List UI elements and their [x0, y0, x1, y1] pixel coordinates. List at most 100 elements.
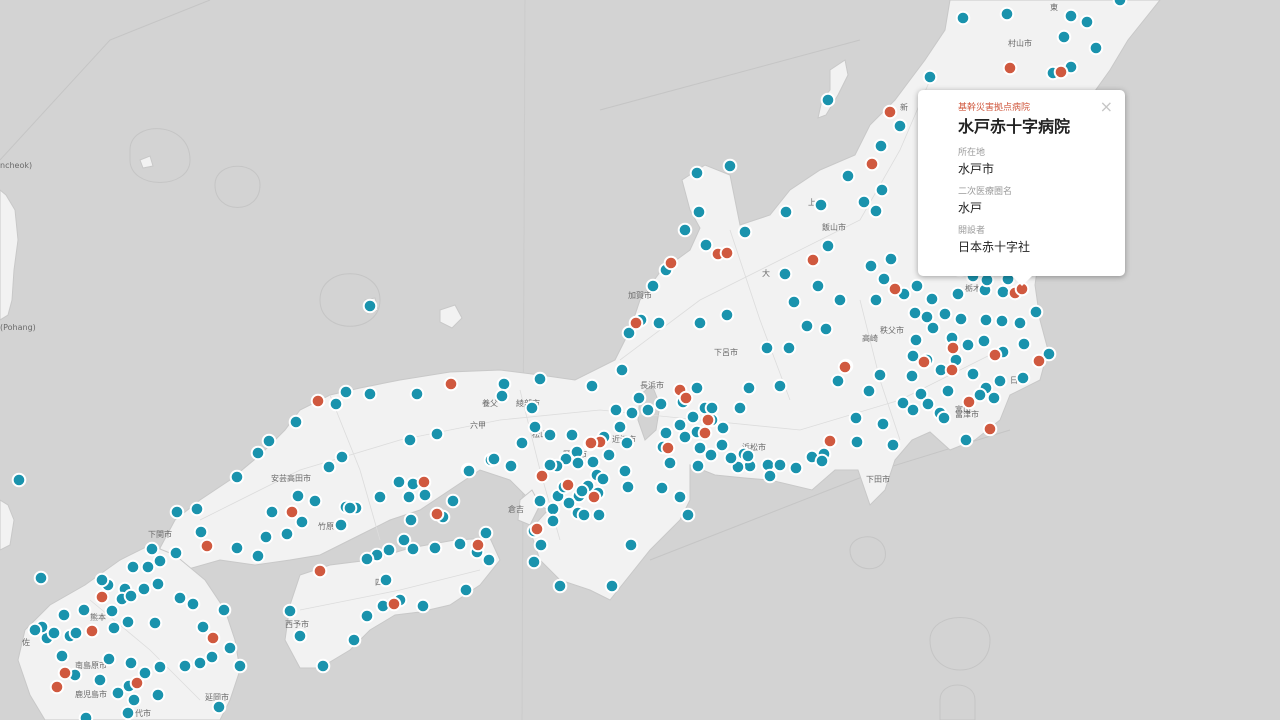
- regional-hospital-marker[interactable]: [342, 500, 358, 516]
- regional-hospital-marker[interactable]: [496, 376, 512, 392]
- base-disaster-hospital-marker[interactable]: [49, 679, 65, 695]
- regional-hospital-marker[interactable]: [1088, 40, 1104, 56]
- regional-hospital-marker[interactable]: [908, 332, 924, 348]
- regional-hospital-marker[interactable]: [570, 455, 586, 471]
- regional-hospital-marker[interactable]: [654, 480, 670, 496]
- regional-hospital-marker[interactable]: [168, 545, 184, 561]
- base-disaster-hospital-marker[interactable]: [57, 665, 73, 681]
- regional-hospital-marker[interactable]: [150, 687, 166, 703]
- regional-hospital-marker[interactable]: [691, 204, 707, 220]
- regional-hospital-marker[interactable]: [885, 437, 901, 453]
- regional-hospital-marker[interactable]: [612, 419, 628, 435]
- regional-hospital-marker[interactable]: [152, 659, 168, 675]
- regional-hospital-marker[interactable]: [658, 425, 674, 441]
- regional-hospital-marker[interactable]: [461, 463, 477, 479]
- base-disaster-hospital-marker[interactable]: [805, 252, 821, 268]
- regional-hospital-marker[interactable]: [290, 488, 306, 504]
- regional-hospital-marker[interactable]: [651, 315, 667, 331]
- regional-hospital-marker[interactable]: [601, 447, 617, 463]
- regional-hospital-marker[interactable]: [624, 405, 640, 421]
- regional-hospital-marker[interactable]: [362, 298, 378, 314]
- regional-hospital-marker[interactable]: [204, 649, 220, 665]
- regional-hospital-marker[interactable]: [338, 384, 354, 400]
- regional-hospital-marker[interactable]: [250, 548, 266, 564]
- regional-hospital-marker[interactable]: [458, 582, 474, 598]
- regional-hospital-marker[interactable]: [715, 420, 731, 436]
- regional-hospital-marker[interactable]: [848, 410, 864, 426]
- regional-hospital-marker[interactable]: [872, 367, 888, 383]
- regional-hospital-marker[interactable]: [481, 552, 497, 568]
- regional-hospital-marker[interactable]: [542, 427, 558, 443]
- regional-hospital-marker[interactable]: [362, 386, 378, 402]
- regional-hospital-marker[interactable]: [1056, 29, 1072, 45]
- regional-hospital-marker[interactable]: [147, 615, 163, 631]
- regional-hospital-marker[interactable]: [321, 459, 337, 475]
- regional-hospital-marker[interactable]: [873, 138, 889, 154]
- base-disaster-hospital-marker[interactable]: [443, 376, 459, 392]
- regional-hospital-marker[interactable]: [576, 507, 592, 523]
- regional-hospital-marker[interactable]: [759, 340, 775, 356]
- regional-hospital-marker[interactable]: [391, 474, 407, 490]
- regional-hospital-marker[interactable]: [692, 440, 708, 456]
- regional-hospital-marker[interactable]: [861, 383, 877, 399]
- regional-hospital-marker[interactable]: [868, 203, 884, 219]
- base-disaster-hospital-marker[interactable]: [700, 412, 716, 428]
- base-disaster-hospital-marker[interactable]: [529, 521, 545, 537]
- regional-hospital-marker[interactable]: [976, 333, 992, 349]
- regional-hospital-marker[interactable]: [614, 362, 630, 378]
- regional-hospital-marker[interactable]: [54, 648, 70, 664]
- regional-hospital-marker[interactable]: [172, 590, 188, 606]
- regional-hospital-marker[interactable]: [195, 619, 211, 635]
- regional-hospital-marker[interactable]: [995, 284, 1011, 300]
- regional-hospital-marker[interactable]: [689, 165, 705, 181]
- regional-hospital-marker[interactable]: [169, 504, 185, 520]
- regional-hospital-marker[interactable]: [950, 286, 966, 302]
- regional-hospital-marker[interactable]: [486, 451, 502, 467]
- regional-hospital-marker[interactable]: [229, 469, 245, 485]
- regional-hospital-marker[interactable]: [279, 526, 295, 542]
- regional-hospital-marker[interactable]: [409, 386, 425, 402]
- regional-hospital-marker[interactable]: [958, 432, 974, 448]
- regional-hospital-marker[interactable]: [307, 493, 323, 509]
- regional-hospital-marker[interactable]: [937, 306, 953, 322]
- regional-hospital-marker[interactable]: [680, 507, 696, 523]
- regional-hospital-marker[interactable]: [818, 321, 834, 337]
- regional-hospital-marker[interactable]: [359, 551, 375, 567]
- regional-hospital-marker[interactable]: [604, 578, 620, 594]
- regional-hospital-marker[interactable]: [965, 366, 981, 382]
- regional-hospital-marker[interactable]: [584, 378, 600, 394]
- regional-hospital-marker[interactable]: [1079, 14, 1095, 30]
- regional-hospital-marker[interactable]: [595, 471, 611, 487]
- regional-hospital-marker[interactable]: [76, 602, 92, 618]
- regional-hospital-marker[interactable]: [417, 487, 433, 503]
- regional-hospital-marker[interactable]: [126, 692, 142, 708]
- regional-hospital-marker[interactable]: [905, 348, 921, 364]
- regional-hospital-marker[interactable]: [545, 501, 561, 517]
- regional-hospital-marker[interactable]: [856, 194, 872, 210]
- regional-hospital-marker[interactable]: [617, 463, 633, 479]
- base-disaster-hospital-marker[interactable]: [94, 589, 110, 605]
- regional-hospital-marker[interactable]: [677, 429, 693, 445]
- regional-hospital-marker[interactable]: [282, 603, 298, 619]
- regional-hospital-marker[interactable]: [645, 278, 661, 294]
- base-disaster-hospital-marker[interactable]: [916, 354, 932, 370]
- regional-hospital-marker[interactable]: [621, 325, 637, 341]
- regional-hospital-marker[interactable]: [591, 507, 607, 523]
- regional-hospital-marker[interactable]: [524, 400, 540, 416]
- regional-hospital-marker[interactable]: [904, 368, 920, 384]
- regional-hospital-marker[interactable]: [677, 222, 693, 238]
- regional-hospital-marker[interactable]: [264, 504, 280, 520]
- regional-hospital-marker[interactable]: [999, 6, 1015, 22]
- regional-hospital-marker[interactable]: [732, 400, 748, 416]
- regional-hospital-marker[interactable]: [193, 524, 209, 540]
- regional-hospital-marker[interactable]: [820, 238, 836, 254]
- regional-hospital-marker[interactable]: [27, 622, 43, 638]
- regional-hospital-marker[interactable]: [585, 454, 601, 470]
- regional-hospital-marker[interactable]: [1016, 336, 1032, 352]
- regional-hospital-marker[interactable]: [698, 237, 714, 253]
- regional-hospital-marker[interactable]: [620, 479, 636, 495]
- base-disaster-hospital-marker[interactable]: [205, 630, 221, 646]
- regional-hospital-marker[interactable]: [909, 278, 925, 294]
- base-disaster-hospital-marker[interactable]: [1002, 60, 1018, 76]
